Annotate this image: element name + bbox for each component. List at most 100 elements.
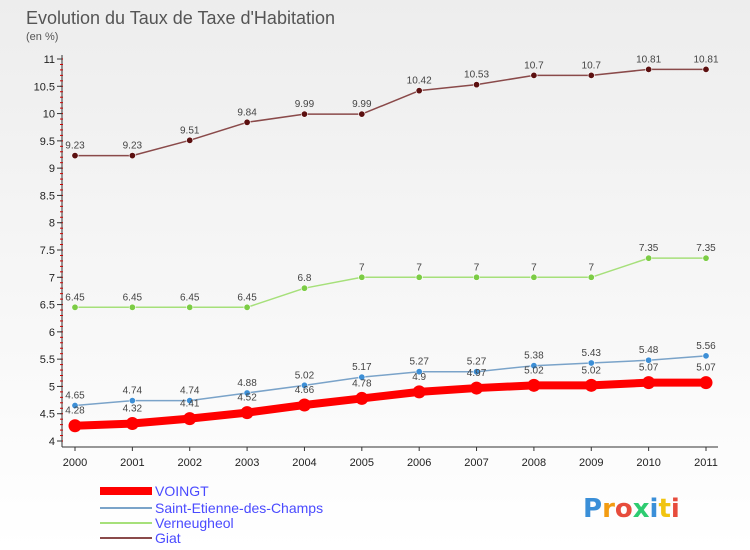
data-label: 5.02 (524, 365, 544, 376)
data-label: 5.43 (582, 348, 602, 359)
data-label: 5.17 (352, 362, 372, 373)
y-tick-label: 7 (49, 272, 55, 284)
series-point (355, 391, 369, 405)
x-tick-label: 2010 (636, 457, 660, 469)
data-label: 5.02 (582, 365, 602, 376)
series-point (702, 254, 710, 262)
series-point (71, 402, 79, 410)
data-label: 10.81 (693, 54, 718, 65)
data-label: 4.52 (237, 393, 257, 404)
series-layer: 9.23 9.23 9.51 9.84 9.99 9.99 10.42 10.53 10.7 10… (65, 54, 719, 433)
data-label: 6.8 (298, 273, 312, 284)
data-label: 4.32 (123, 404, 143, 415)
series-line (74, 68, 707, 157)
legend-swatch (100, 522, 152, 524)
data-label: 9.51 (180, 125, 200, 136)
logo-letter: i (671, 494, 680, 524)
data-label: 4.66 (295, 385, 315, 396)
series-point (71, 152, 79, 160)
series-point (702, 352, 710, 360)
data-label: 6.45 (237, 292, 257, 303)
data-label: 7 (531, 262, 537, 273)
y-tick-label: 6 (49, 327, 55, 339)
logo-letter: P (583, 494, 602, 524)
series-point (71, 303, 79, 311)
series-point (473, 273, 481, 281)
y-tick-label: 8 (49, 218, 55, 230)
data-label: 9.23 (123, 141, 143, 152)
series-line (74, 257, 707, 309)
data-label: 9.84 (237, 107, 257, 118)
series-point (587, 273, 595, 281)
series-point (300, 110, 308, 118)
data-label: 7 (588, 262, 594, 273)
x-tick-label: 2002 (177, 457, 201, 469)
logo-letter: i (650, 494, 659, 524)
series-point (645, 65, 653, 73)
series-point (128, 152, 136, 160)
series-point (645, 254, 653, 262)
legend-item: Verneugheol (100, 515, 234, 531)
data-label: 5.38 (524, 351, 544, 362)
series-point (587, 359, 595, 367)
series-voingt: 4.28 4.32 4.41 4.52 4.66 4.78 4.9 4.97 5.02 5.02 5… (65, 363, 716, 433)
series-line (71, 378, 710, 430)
series-point (415, 368, 423, 376)
logo-letter: x (633, 494, 650, 524)
data-label: 6.45 (180, 292, 200, 303)
legend-item: Giat (100, 530, 181, 546)
y-tick-label: 10.5 (34, 81, 55, 93)
series-point (183, 412, 197, 426)
data-label: 10.42 (407, 76, 432, 87)
legend-label: VOINGT (155, 483, 209, 499)
x-tick-label: 2004 (292, 457, 316, 469)
legend-label: Verneugheol (155, 515, 234, 531)
data-label: 9.99 (352, 99, 372, 110)
series-point (358, 273, 366, 281)
y-tick-label: 4.5 (40, 409, 55, 421)
series-point (243, 118, 251, 126)
legend-item: VOINGT (100, 483, 209, 499)
data-label: 9.99 (295, 99, 315, 110)
series-point (128, 303, 136, 311)
series-point (415, 273, 423, 281)
data-label: 5.48 (639, 345, 659, 356)
data-label: 4.97 (467, 368, 487, 379)
series-point (358, 373, 366, 381)
data-label: 4.74 (180, 386, 200, 397)
data-label: 5.27 (409, 357, 429, 368)
series-point (186, 397, 194, 405)
data-label: 10.7 (524, 60, 544, 71)
series-point (642, 376, 656, 390)
y-tick-label: 5 (49, 381, 55, 393)
series-point (68, 419, 82, 433)
series-point (300, 284, 308, 292)
data-label: 10.7 (582, 60, 602, 71)
legend-label: Saint-Etienne-des-Champs (155, 500, 323, 516)
x-tick-label: 2001 (120, 457, 144, 469)
data-label: 5.02 (295, 370, 315, 381)
x-tick-label: 2008 (522, 457, 546, 469)
x-tick-label: 2009 (579, 457, 603, 469)
data-label: 4.65 (65, 391, 85, 402)
data-label: 6.45 (65, 292, 85, 303)
series-point (702, 65, 710, 73)
data-label: 4.74 (123, 386, 143, 397)
y-tick-label: 4 (49, 436, 55, 448)
series-point (125, 417, 139, 431)
series-point (530, 71, 538, 79)
data-label: 10.81 (636, 54, 661, 65)
series-point (128, 397, 136, 405)
legend-swatch (100, 507, 152, 509)
data-label: 10.53 (464, 70, 489, 81)
series-point (470, 381, 484, 395)
y-tick-label: 8.5 (40, 190, 55, 202)
logo: Proxiti (583, 494, 680, 524)
series-verneugheol: 6.45 6.45 6.45 6.45 6.8 7 7 7 7 7 7.35 7.35 (65, 243, 716, 311)
data-label: 4.9 (412, 372, 426, 383)
series-point (530, 273, 538, 281)
x-tick-label: 2006 (407, 457, 431, 469)
